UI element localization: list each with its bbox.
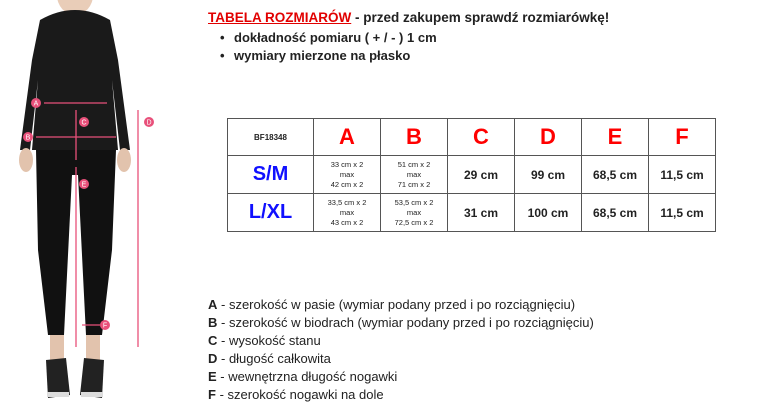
legend-key: C	[208, 333, 218, 348]
cell-f: 11,5 cm	[648, 193, 716, 232]
size-table: BF18348 A B C D E F S/M 33 cm x 2 max 42 c…	[227, 118, 716, 232]
cell-b-max: 72,5 cm x 2	[394, 217, 434, 227]
legend-item: E - wewnętrzna długość nogawki	[208, 368, 594, 386]
legend-item: F - szerokość nogawki na dole	[208, 386, 594, 404]
model-figure: A B C D E F	[19, 0, 154, 398]
cell-e: 68,5 cm	[581, 193, 649, 232]
legend-item: B - szerokość w biodrach (wymiar podany …	[208, 314, 594, 332]
table-row: L/XL 33,5 cm x 2 max 43 cm x 2 53,5 cm x 2…	[227, 193, 716, 232]
cell-f: 11,5 cm	[648, 155, 716, 194]
svg-text:D: D	[146, 120, 151, 127]
marker-c	[79, 117, 89, 127]
legend-item: C - wysokość stanu	[208, 332, 594, 350]
measurement-legend: A - szerokość w pasie (wymiar podany prz…	[208, 296, 594, 404]
svg-text:E: E	[82, 182, 87, 189]
legend-text: - szerokość w pasie (wymiar podany przed…	[217, 297, 576, 312]
legend-text: - długość całkowita	[217, 351, 331, 366]
measurement-notes: dokładność pomiaru ( + / - ) 1 cm wymiar…	[220, 30, 437, 66]
legend-text: - szerokość nogawki na dole	[215, 387, 384, 402]
cell-a-max: 43 cm x 2	[330, 217, 364, 227]
cell-e: 68,5 cm	[581, 155, 649, 194]
legend-text: - szerokość w biodrach (wymiar podany pr…	[217, 315, 594, 330]
svg-text:C: C	[81, 120, 86, 127]
legend-item: A - szerokość w pasie (wymiar podany prz…	[208, 296, 594, 314]
column-c: C	[447, 118, 515, 156]
cell-a-min: 33,5 cm x 2	[327, 197, 367, 207]
column-d: D	[514, 118, 582, 156]
cell-c: 31 cm	[447, 193, 515, 232]
cell-b-max-label: max	[406, 169, 422, 179]
legend-key: F	[208, 387, 216, 402]
cell-a-max-label: max	[339, 207, 355, 217]
cell-b-max: 71 cm x 2	[397, 179, 431, 189]
marker-e	[79, 179, 89, 189]
cell-d: 100 cm	[514, 193, 582, 232]
legend-key: E	[208, 369, 217, 384]
note-accuracy: dokładność pomiaru ( + / - ) 1 cm	[220, 30, 437, 45]
legend-key: D	[208, 351, 218, 366]
cell-a: 33,5 cm x 2 max 43 cm x 2	[313, 193, 381, 232]
marker-a	[31, 98, 41, 108]
cell-b-max-label: max	[406, 207, 422, 217]
cell-d: 99 cm	[514, 155, 582, 194]
marker-b	[23, 132, 33, 142]
table-header-row: BF18348 A B C D E F	[227, 118, 716, 156]
size-chart-header: TABELA ROZMIARÓW - przed zakupem sprawdź…	[208, 10, 609, 25]
size-chart-subtitle: - przed zakupem sprawdź rozmiarówkę!	[351, 10, 610, 25]
size-chart-title: TABELA ROZMIARÓW	[208, 10, 352, 25]
size-label: L/XL	[227, 193, 314, 232]
cell-b-min: 53,5 cm x 2	[394, 197, 434, 207]
note-flat: wymiary mierzone na płasko	[220, 48, 437, 63]
product-code: BF18348	[227, 118, 314, 156]
cell-c: 29 cm	[447, 155, 515, 194]
cell-b-min: 51 cm x 2	[397, 159, 431, 169]
cell-b: 51 cm x 2 max 71 cm x 2	[380, 155, 448, 194]
column-a: A	[313, 118, 381, 156]
svg-text:A: A	[34, 101, 39, 108]
legend-text: - wewnętrzna długość nogawki	[216, 369, 398, 384]
cell-a-max: 42 cm x 2	[330, 179, 364, 189]
legend-key: B	[208, 315, 218, 330]
marker-d	[144, 117, 154, 127]
cell-a: 33 cm x 2 max 42 cm x 2	[313, 155, 381, 194]
marker-f	[100, 320, 110, 330]
svg-text:F: F	[103, 323, 107, 330]
table-row: S/M 33 cm x 2 max 42 cm x 2 51 cm x 2 max 71…	[227, 155, 716, 194]
cell-a-min: 33 cm x 2	[330, 159, 364, 169]
cell-b: 53,5 cm x 2 max 72,5 cm x 2	[380, 193, 448, 232]
legend-item: D - długość całkowita	[208, 350, 594, 368]
legend-text: - wysokość stanu	[217, 333, 321, 348]
svg-text:B: B	[26, 135, 31, 142]
column-f: F	[648, 118, 716, 156]
legend-key: A	[208, 297, 218, 312]
column-e: E	[581, 118, 649, 156]
cell-a-max-label: max	[339, 169, 355, 179]
column-b: B	[380, 118, 448, 156]
size-label: S/M	[227, 155, 314, 194]
